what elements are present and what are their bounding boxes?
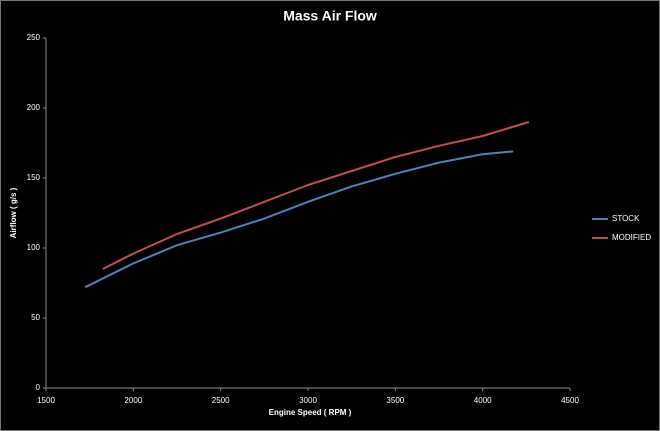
legend-label: MODIFIED	[612, 233, 651, 242]
series-line	[84, 150, 514, 289]
x-tick-label: 3000	[299, 396, 317, 405]
x-tick-label: 3500	[386, 396, 404, 405]
y-tick-label: 50	[31, 313, 40, 322]
x-tick-label: 4000	[474, 396, 492, 405]
x-axis-title: Engine Speed ( RPM )	[269, 408, 352, 417]
y-tick-label: 0	[36, 383, 41, 392]
x-tick-label: 2000	[124, 396, 142, 405]
y-tick-label: 100	[27, 243, 41, 252]
x-tick-label: 4500	[561, 396, 579, 405]
y-axis-title: Airflow ( g/s )	[9, 187, 18, 238]
x-tick-label: 1500	[37, 396, 55, 405]
y-tick-label: 150	[27, 173, 41, 182]
chart-title: Mass Air Flow	[283, 8, 377, 24]
y-tick-label: 200	[27, 103, 41, 112]
series-line	[102, 121, 530, 270]
legend-label: STOCK	[612, 214, 640, 223]
y-tick-label: 250	[27, 33, 41, 42]
x-tick-label: 2500	[212, 396, 230, 405]
